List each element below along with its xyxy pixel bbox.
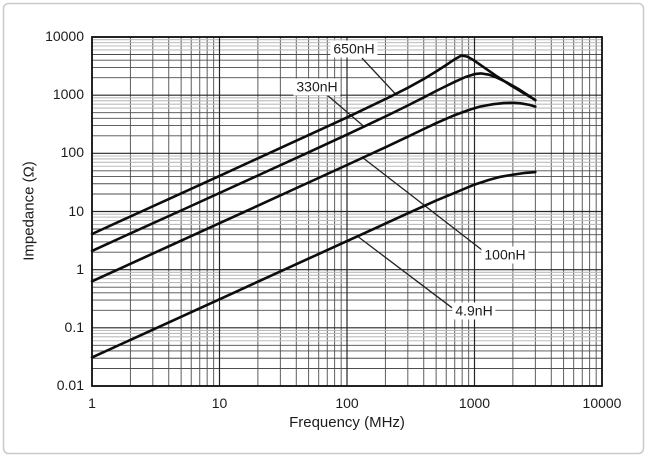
leader-line-4.9nH (357, 236, 453, 309)
leader-line-330nH (326, 94, 366, 128)
leader-line-100nH (362, 157, 485, 253)
curve-330nH (90, 72, 537, 253)
grid (91, 36, 603, 387)
leader-line-650nH (361, 57, 398, 96)
plot-frame (91, 36, 603, 387)
curve-650nH (90, 54, 537, 236)
curve-100nH (90, 101, 537, 283)
figure-border (2, 2, 645, 455)
curve-4.9nH (90, 170, 537, 359)
